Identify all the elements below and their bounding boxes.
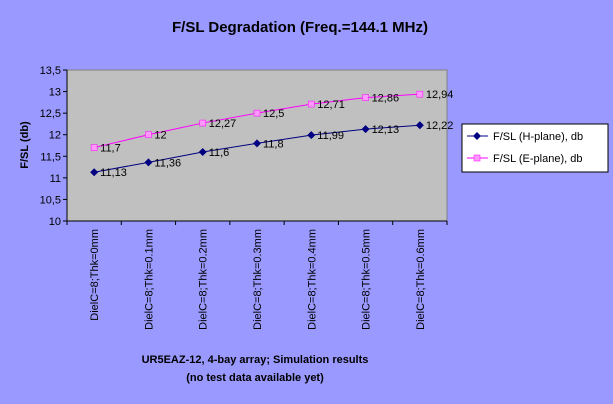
series-2-point [362,94,369,101]
series-2-data-label: 12,27 [209,118,237,130]
legend-box [461,123,609,173]
series-2-point [253,109,261,117]
series-1-point [415,121,424,130]
series-2-point [145,131,152,138]
series-2-point [199,119,206,127]
series-1-data-label: 11,13 [100,167,127,179]
series-2-data-label: 12,94 [426,89,454,101]
series-1-data-label: 12,22 [426,120,454,132]
series-2-data-label: 12,71 [317,99,345,111]
series-1-point [253,139,261,148]
y-tick-label: 11,5 [40,151,61,163]
y-tick-label: 13 [49,87,61,99]
y-tick-label: 11 [50,173,61,185]
x-tick-label: DielC=8;Thk=0.6mm [415,229,427,330]
series-1-data-label: 11,6 [209,147,230,159]
series-2-point [308,100,315,108]
series-1-data-label: 11,99 [317,130,344,142]
series-2-point [90,144,98,151]
legend-marker-1 [473,132,481,140]
series-2-data-label: 12,5 [263,108,284,120]
y-tick-label: 10 [49,216,61,228]
x-axis-title-line-1: UR5EAZ-12, 4-bay array; Simulation resul… [142,354,369,366]
series [90,90,424,177]
x-tick-label: DielC=8;Thk=0.2mm [198,229,210,330]
x-tick-label: DielC=8;Thk=0.1mm [143,229,155,330]
x-axis-title-line-2: (no test data available yet) [186,372,324,384]
x-tick-label: DielC=8;Thk=0.4mm [306,229,318,330]
series-1-data-label: 12,13 [372,124,400,136]
y-axis-title: F/SL (db) [19,121,31,169]
legend-marker-2 [473,154,481,162]
series-1-data-label: 11,8 [263,138,284,150]
series-1-data-label: 11,36 [154,157,181,169]
legend: F/SL (H-plane), db F/SL (E-plane), db [461,123,609,173]
axes: 10 10,5 11 11,5 12 12,5 13 13,5 DielC=8;Thk=0mm D… [40,65,448,330]
series-1-point [144,158,153,167]
y-tick-label: 12,5 [40,108,61,120]
x-tick-label: DielC=8;Thk=0.5mm [361,229,373,330]
series-1-point [90,168,99,177]
x-tick-label: DielC=8;Thk=0mm [89,229,101,321]
series-2-data-label: 11,7 [100,143,121,155]
chart-title: F/SL Degradation (Freq.=144.1 MHz) [172,19,428,36]
series-1-point [361,125,370,134]
y-tick-label: 10,5 [40,194,61,206]
series-2-data-label: 12 [154,130,166,142]
y-tick-label: 12 [49,130,61,142]
series-2-point [416,90,424,98]
x-tick-label: DielC=8;Thk=0.3mm [252,229,264,330]
data-labels: 11,13 11,36 11,6 11,8 11,99 12,13 12,22 11,7 12 1… [100,89,453,179]
series-2-data-label: 12,86 [372,93,400,105]
series-1-point [307,131,316,140]
legend-label-1: F/SL (H-plane), db [493,131,583,143]
y-tick-label: 13,5 [40,65,61,77]
series-1-point [198,147,207,156]
legend-label-2: F/SL (E-plane), db [493,153,582,165]
